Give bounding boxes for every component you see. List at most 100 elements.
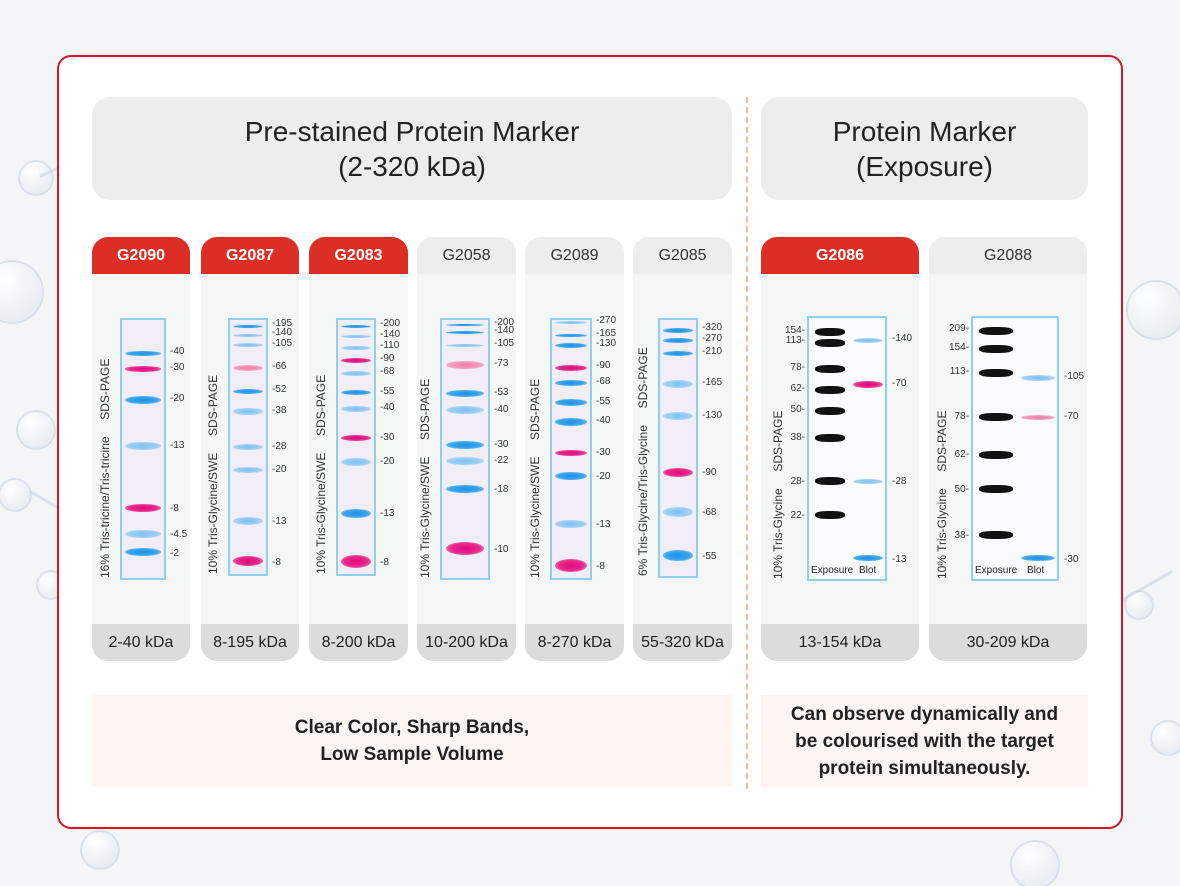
exposure-section-title: Protein Marker (Exposure) bbox=[761, 97, 1088, 200]
molecular-weight-label: -20 bbox=[380, 456, 395, 468]
feature-text: protein simultaneously. bbox=[818, 757, 1031, 779]
molecular-weight-label: -165 bbox=[596, 327, 617, 339]
molecular-weight-label: -2 bbox=[170, 547, 179, 559]
marker-band bbox=[445, 456, 485, 465]
feature-text: Clear Color, Sharp Bands, bbox=[294, 717, 530, 738]
marker-band bbox=[662, 380, 694, 388]
marker-band bbox=[662, 350, 694, 356]
molecular-weight-label: -90 bbox=[596, 360, 611, 372]
molecular-weight-label: -40 bbox=[380, 402, 395, 414]
molecular-weight-label: -130 bbox=[596, 338, 617, 350]
marker-band bbox=[555, 343, 587, 349]
molecular-weight-label: -110 bbox=[380, 340, 400, 352]
molecular-weight-label: -4.5 bbox=[170, 529, 188, 541]
molecular-weight-label: -13 bbox=[380, 508, 395, 520]
marker-band bbox=[232, 343, 264, 348]
marker-band bbox=[232, 556, 264, 567]
marker-band bbox=[340, 389, 372, 395]
card-header-product-id: G2087 bbox=[201, 237, 299, 274]
molecular-weight-label: 50- bbox=[790, 404, 805, 416]
marker-band bbox=[125, 548, 161, 557]
molecular-weight-label: -200 bbox=[380, 318, 401, 330]
molecular-weight-label: 50- bbox=[954, 483, 969, 495]
marker-band bbox=[555, 558, 587, 572]
blot-band bbox=[853, 381, 883, 388]
gel-type-label: 10% Tris-Glycine/SWE SDS-PAGE bbox=[206, 374, 220, 574]
exposure-band bbox=[815, 511, 845, 520]
blot-band bbox=[853, 337, 883, 343]
marker-band bbox=[662, 412, 694, 420]
molecular-weight-label: 78- bbox=[954, 410, 969, 422]
molecular-weight-label: -140 bbox=[892, 332, 913, 344]
marker-band bbox=[555, 364, 587, 371]
marker-band bbox=[555, 399, 587, 406]
marker-band bbox=[340, 435, 372, 441]
marker-band bbox=[340, 334, 372, 339]
marker-band bbox=[340, 370, 372, 376]
marker-band bbox=[340, 508, 372, 518]
exposure-band bbox=[815, 434, 845, 443]
blot-band bbox=[853, 478, 883, 484]
marker-band bbox=[445, 406, 485, 415]
molecular-weight-label: -270 bbox=[596, 314, 617, 326]
molecular-weight-label: -13 bbox=[892, 553, 907, 565]
marker-band bbox=[662, 338, 694, 343]
marker-band bbox=[232, 443, 264, 451]
gel-image bbox=[658, 318, 698, 578]
marker-band bbox=[445, 441, 485, 450]
marker-band bbox=[125, 366, 161, 372]
exposure-band bbox=[815, 385, 845, 394]
molecular-weight-label: -55 bbox=[380, 385, 395, 397]
molecular-weight-label: -52 bbox=[272, 384, 287, 396]
blot-band bbox=[853, 554, 883, 562]
exposure-band bbox=[979, 345, 1013, 354]
marker-band bbox=[445, 361, 485, 370]
marker-band bbox=[662, 467, 694, 477]
gel-type-label: 10% Tris-Glycine/SWE SDS-PAGE bbox=[528, 378, 542, 578]
exposure-band bbox=[979, 327, 1013, 336]
molecular-weight-label: -28 bbox=[272, 441, 287, 452]
marker-band bbox=[555, 380, 587, 387]
marker-band bbox=[555, 519, 587, 528]
molecular-weight-label: 113- bbox=[785, 335, 805, 347]
exposure-band bbox=[815, 328, 845, 337]
card-header-product-id: G2086 bbox=[761, 237, 919, 274]
card-header-product-id: G2083 bbox=[309, 237, 408, 274]
marker-band bbox=[445, 323, 485, 327]
marker-band bbox=[445, 485, 485, 493]
card-footer-range: 13-154 kDa bbox=[761, 624, 919, 661]
molecular-weight-label: -73 bbox=[494, 357, 509, 369]
molecular-weight-label: 22- bbox=[790, 510, 805, 522]
marker-band bbox=[232, 365, 264, 372]
exposure-band bbox=[815, 364, 845, 373]
molecular-weight-label: 209- bbox=[948, 323, 969, 335]
marker-band bbox=[232, 466, 264, 474]
molecular-weight-label: -40 bbox=[170, 346, 185, 358]
molecular-weight-label: 154- bbox=[948, 341, 969, 353]
molecular-weight-label: -30 bbox=[170, 361, 185, 373]
molecular-weight-label: -22 bbox=[494, 454, 509, 466]
marker-band bbox=[232, 333, 264, 337]
marker-band bbox=[340, 357, 372, 364]
molecular-weight-label: -40 bbox=[596, 415, 611, 427]
title-line: Pre-stained Protein Marker bbox=[244, 115, 580, 147]
marker-band bbox=[662, 327, 694, 333]
molecular-weight-label: -20 bbox=[596, 470, 611, 482]
molecular-weight-label: -40 bbox=[494, 403, 509, 415]
molecular-weight-label: -28 bbox=[892, 475, 907, 487]
lane-label-exposure: Exposure bbox=[975, 565, 1018, 576]
title-line: Protein Marker bbox=[832, 115, 1017, 147]
exposure-band bbox=[979, 530, 1013, 539]
molecular-weight-label: -10 bbox=[494, 543, 509, 555]
gel-image bbox=[336, 318, 376, 576]
marker-band bbox=[555, 333, 587, 338]
marker-band bbox=[555, 472, 587, 481]
marker-band bbox=[445, 344, 485, 348]
molecular-weight-label: -38 bbox=[272, 404, 287, 416]
molecular-weight-label: -105 bbox=[272, 337, 293, 349]
molecular-weight-label: -68 bbox=[596, 376, 611, 388]
blot-band bbox=[1021, 375, 1055, 381]
molecular-weight-label: -20 bbox=[272, 464, 287, 476]
marker-band bbox=[340, 405, 372, 413]
molecular-weight-label: -320 bbox=[702, 322, 723, 334]
